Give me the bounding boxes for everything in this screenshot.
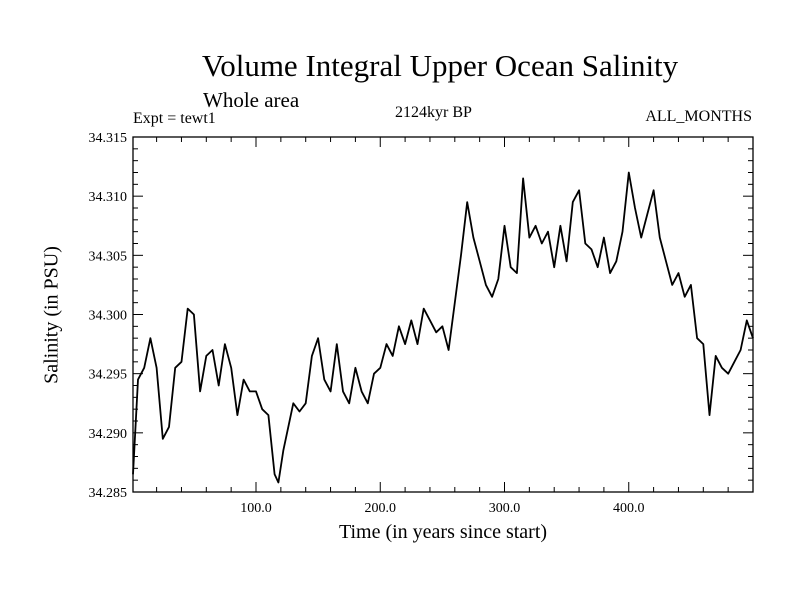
y-tick-label: 34.285 bbox=[89, 486, 128, 501]
y-tick-label: 34.310 bbox=[89, 190, 128, 205]
x-tick-label: 400.0 bbox=[613, 501, 645, 516]
y-tick-label: 34.315 bbox=[89, 131, 128, 146]
axis-tick-labels: 100.0 200.0 300.0 400.0 34.285 34.290 34.295 34… bbox=[89, 131, 645, 516]
y-tick-label: 34.300 bbox=[89, 309, 128, 324]
period-annotation: 2124kyr BP bbox=[395, 104, 472, 121]
months-annotation: ALL_MONTHS bbox=[645, 108, 752, 125]
plot-frame bbox=[132, 136, 754, 493]
x-tick-label: 100.0 bbox=[240, 501, 272, 516]
x-axis-label: Time (in years since start) bbox=[338, 521, 548, 543]
y-tick-label: 34.290 bbox=[89, 427, 128, 442]
chart-subtitle: Whole area bbox=[203, 88, 300, 112]
y-tick-label: 34.295 bbox=[89, 368, 128, 383]
chart-title: Volume Integral Upper Ocean Salinity bbox=[201, 48, 679, 83]
x-tick-label: 300.0 bbox=[489, 501, 521, 516]
experiment-annotation: Expt = tewt1 bbox=[133, 110, 216, 127]
salinity-series-line bbox=[132, 171, 754, 484]
y-tick-label: 34.305 bbox=[89, 249, 128, 264]
x-tick-label: 200.0 bbox=[365, 501, 397, 516]
axis-ticks bbox=[133, 137, 753, 492]
